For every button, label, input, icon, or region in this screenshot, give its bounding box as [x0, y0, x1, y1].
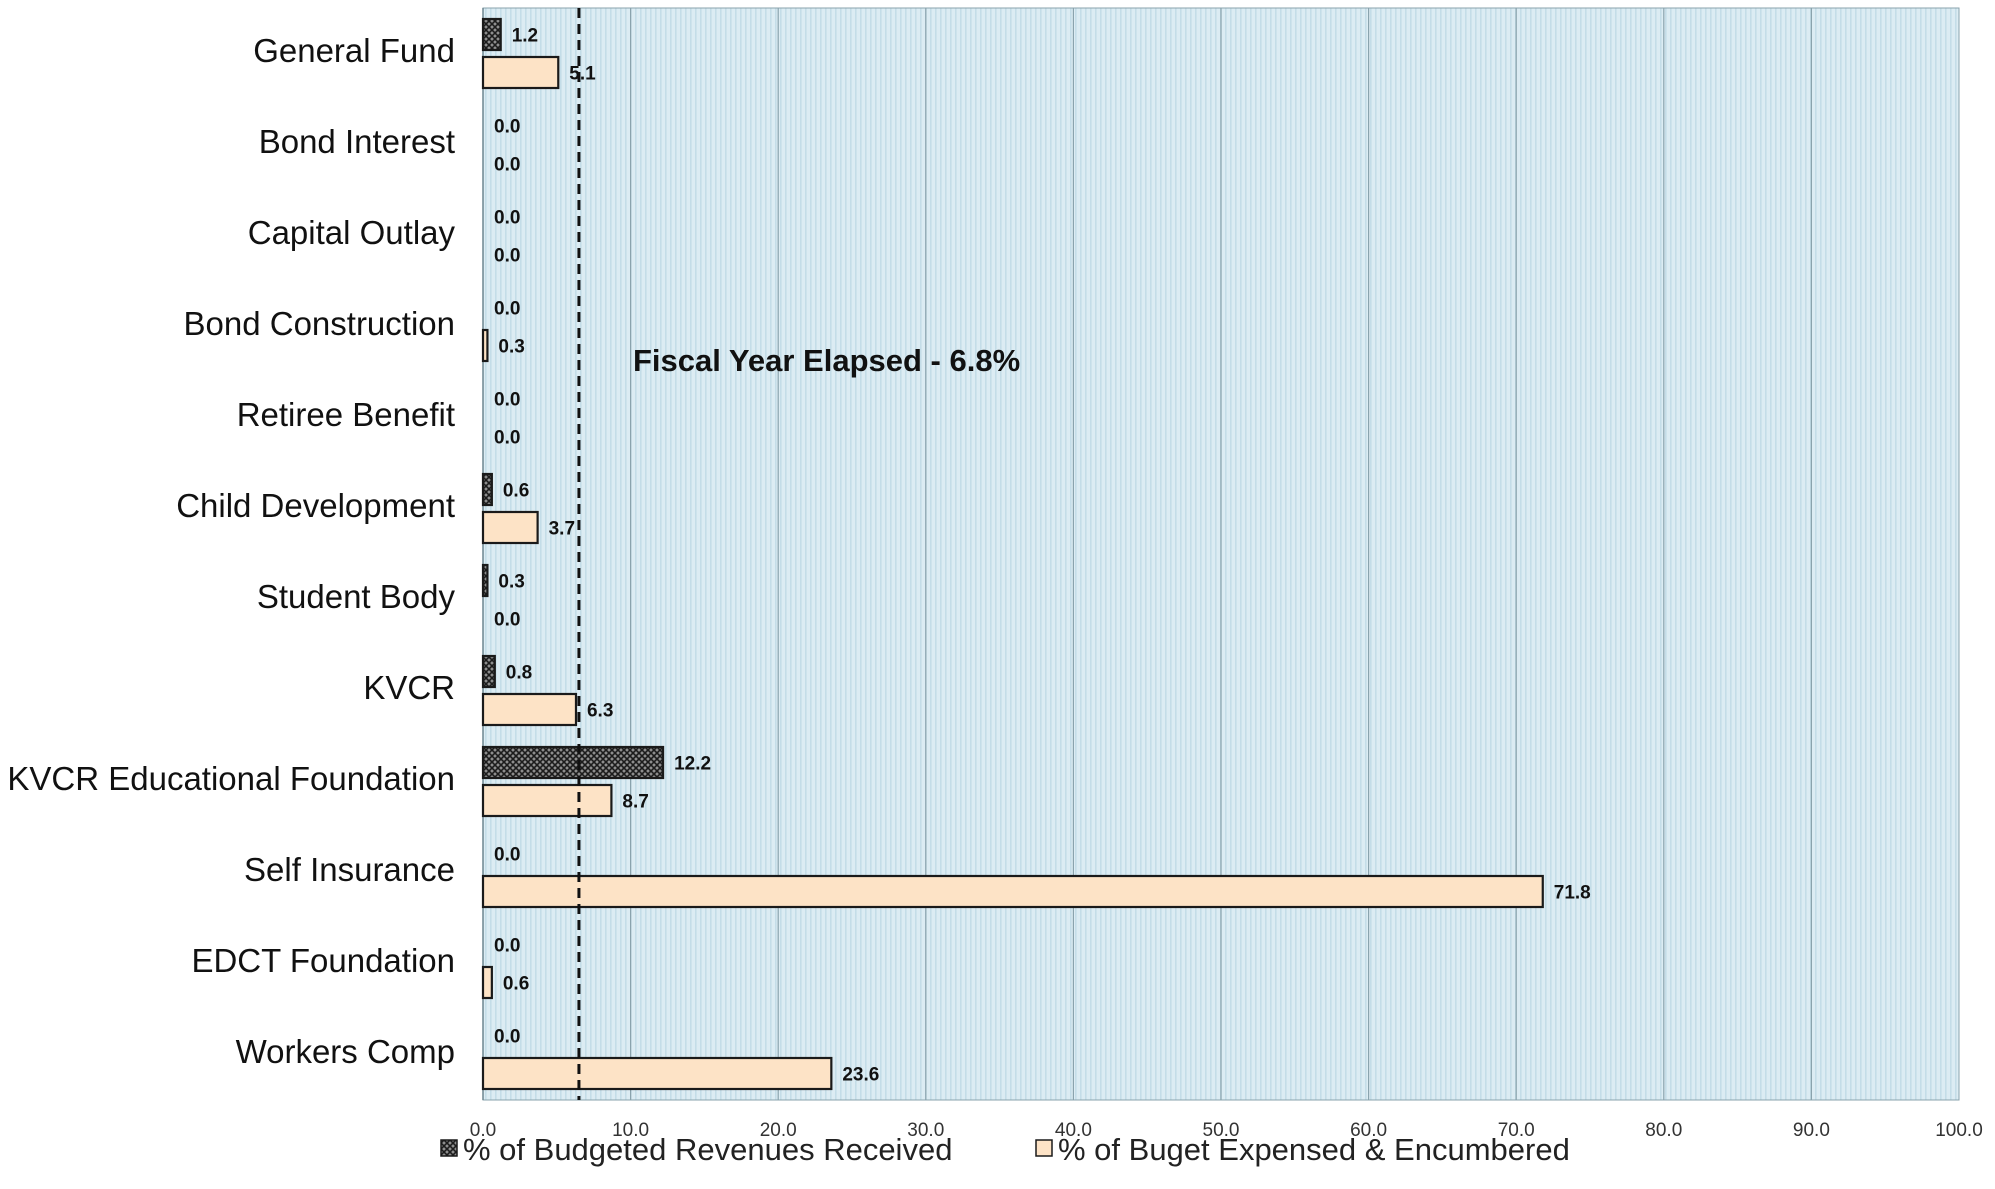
x-axis-ticks: 0.0 10.0 20.0 30.0 40.0 50.0 60.0 70.0 80.0 90.0 1… [470, 1120, 1983, 1141]
category-label: Self Insurance [244, 851, 455, 888]
category-label: Student Body [257, 578, 456, 615]
legend-swatch-revenues [440, 1139, 458, 1157]
reference-line-group: Fiscal Year Elapsed - 6.8% [577, 8, 1020, 1100]
data-label: 0.0 [494, 1027, 520, 1048]
x-tick-label: 80.0 [1645, 1120, 1682, 1141]
bar-budget-expensed [481, 328, 489, 363]
x-tick-label: 50.0 [1203, 1120, 1240, 1141]
category-label: Bond Construction [184, 305, 456, 342]
bar-revenues-received [481, 654, 496, 689]
data-label: 0.8 [506, 663, 532, 684]
legend-label-revenues: % of Budgeted Revenues Received [463, 1132, 952, 1167]
bar-budget-expensed [481, 965, 493, 1000]
bar-revenues-received [481, 745, 665, 780]
legend-swatch-expensed [1035, 1139, 1053, 1157]
data-label: 0.3 [498, 337, 524, 358]
category-label: Child Development [176, 487, 455, 524]
data-label: 0.3 [498, 572, 524, 593]
category-label: Workers Comp [236, 1033, 455, 1070]
bar-budget-expensed [481, 510, 539, 545]
data-label: 0.0 [494, 428, 520, 449]
data-label: 0.0 [494, 610, 520, 631]
legend-label-expensed: % of Buget Expensed & Encumbered [1058, 1132, 1570, 1167]
x-tick-label: 20.0 [760, 1120, 797, 1141]
x-tick-label: 60.0 [1350, 1120, 1387, 1141]
bar-budget-expensed [481, 1056, 833, 1091]
category-label: EDCT Foundation [191, 942, 455, 979]
gridlines [482, 8, 1813, 1100]
bar-budget-expensed [481, 783, 613, 818]
category-label: Retiree Benefit [237, 396, 455, 433]
data-label: 6.3 [587, 701, 613, 722]
x-tick-label: 10.0 [612, 1120, 649, 1141]
data-label: 71.8 [1554, 883, 1591, 904]
x-tick-label: 0.0 [470, 1120, 496, 1141]
x-tick-label: 30.0 [907, 1120, 944, 1141]
bar-revenues-received [481, 17, 502, 52]
data-label: 12.2 [674, 754, 711, 775]
data-label: 0.0 [494, 117, 520, 138]
data-label: 0.0 [494, 155, 520, 176]
category-label: General Fund [253, 32, 455, 69]
category-label: Capital Outlay [248, 214, 456, 251]
bar-revenues-received [481, 472, 493, 507]
bars: 1.2 5.1 0.0 0.0 0.0 0.0 0.0 0.3 0.0 0.0 0.6 3.7 0.3 0… [481, 17, 1591, 1091]
data-label: 0.0 [494, 936, 520, 957]
x-tick-label: 100.0 [1935, 1120, 1983, 1141]
x-tick-label: 70.0 [1498, 1120, 1535, 1141]
data-label: 0.0 [494, 208, 520, 229]
data-label: 8.7 [622, 792, 648, 813]
category-label: KVCR Educational Foundation [7, 760, 455, 797]
x-tick-label: 90.0 [1793, 1120, 1830, 1141]
legend: % of Budgeted Revenues Received % of Buge… [440, 1132, 1570, 1167]
data-label: 23.6 [842, 1065, 879, 1086]
data-label: 0.0 [494, 390, 520, 411]
data-label: 0.0 [494, 299, 520, 320]
bar-budget-expensed [481, 55, 560, 90]
data-label: 0.0 [494, 845, 520, 866]
fiscal-year-elapsed-annotation: Fiscal Year Elapsed - 6.8% [633, 343, 1020, 378]
category-labels: General Fund Bond Interest Capital Outlay B… [7, 32, 455, 1070]
data-label: 0.0 [494, 246, 520, 267]
x-tick-label: 40.0 [1055, 1120, 1092, 1141]
data-label: 3.7 [549, 519, 575, 540]
bar-budget-expensed [481, 692, 578, 727]
category-label: KVCR [363, 669, 455, 706]
bar-budget-expensed [481, 874, 1544, 909]
category-label: Bond Interest [259, 123, 455, 160]
data-label: 1.2 [512, 26, 538, 47]
bar-revenues-received [481, 563, 489, 598]
data-label: 0.6 [503, 974, 529, 995]
data-label: 0.6 [503, 481, 529, 502]
data-label: 5.1 [569, 64, 596, 85]
